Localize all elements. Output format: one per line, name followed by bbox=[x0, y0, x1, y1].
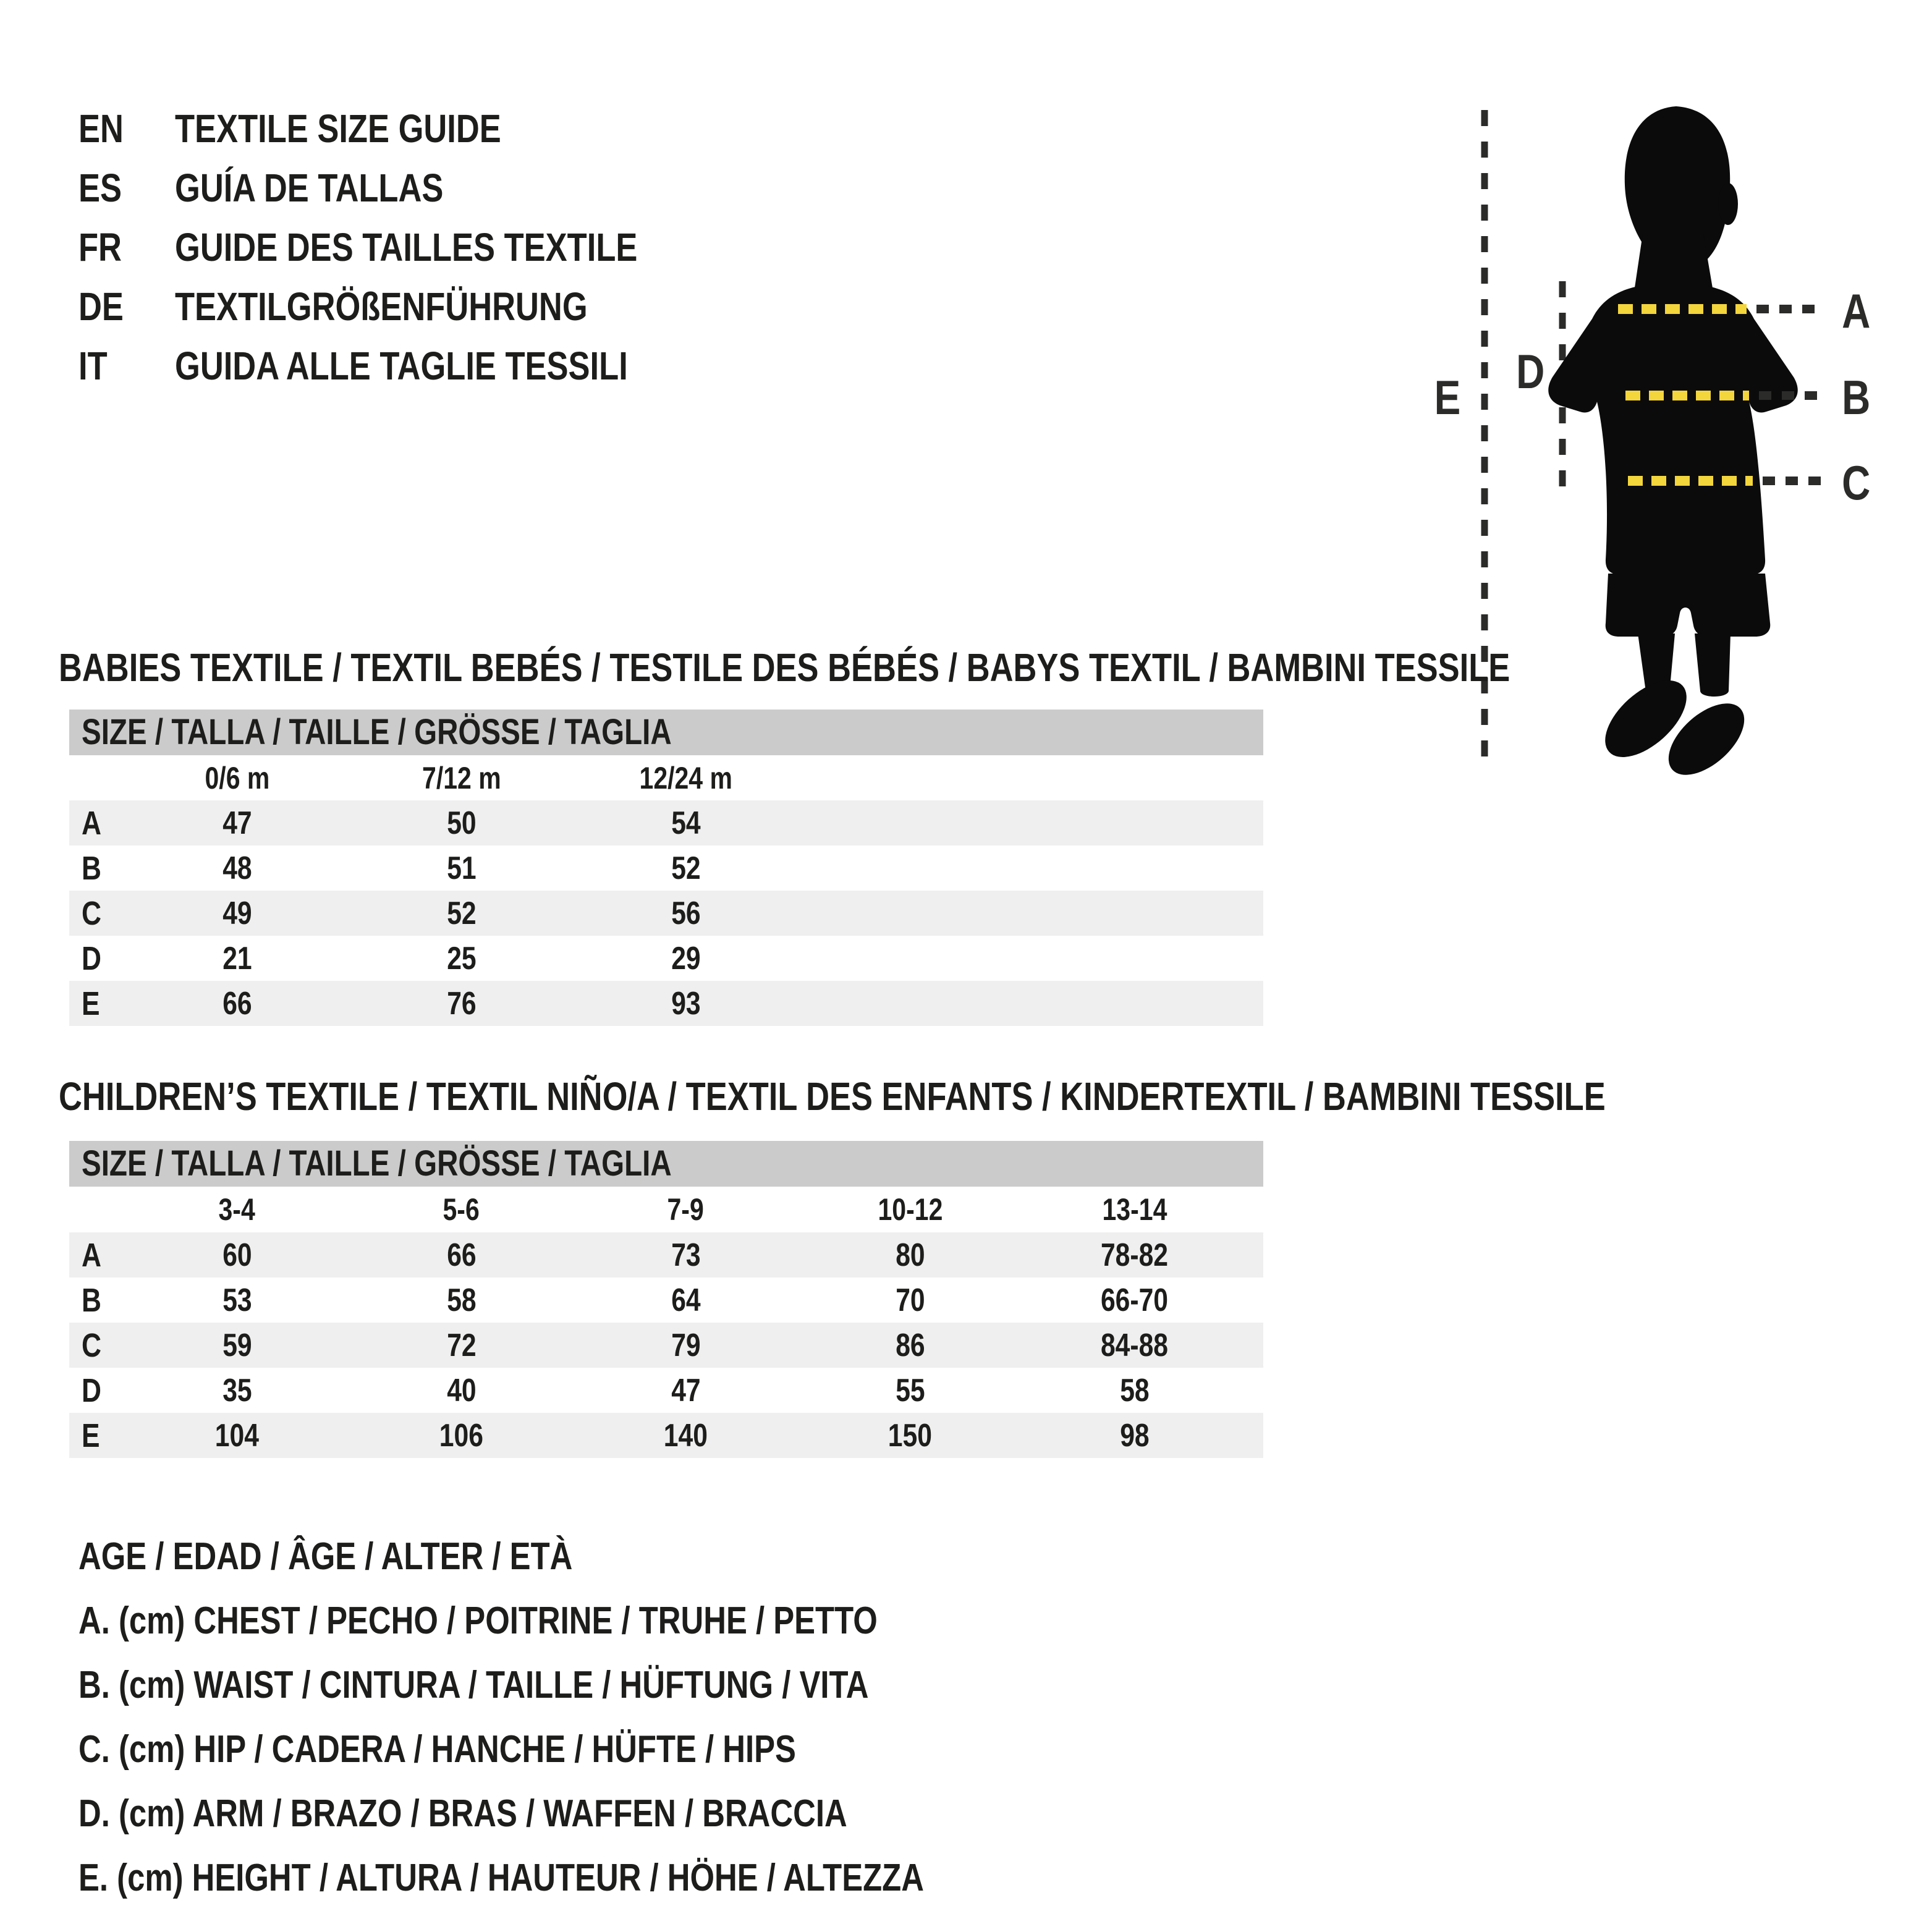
language-title: TEXTILGRÖßENFÜHRUNG bbox=[175, 284, 588, 329]
table-row: E 66 76 93 bbox=[69, 981, 1263, 1026]
table-cell: 52 bbox=[671, 850, 701, 886]
babies-size-header-bar: SIZE / TALLA / TAILLE / GRÖSSE / TAGLIA bbox=[69, 710, 1263, 755]
table-cell: 47 bbox=[222, 805, 252, 841]
table-cell: 58 bbox=[446, 1282, 477, 1318]
table-cell: 48 bbox=[222, 850, 252, 886]
table-cell: 72 bbox=[446, 1327, 477, 1363]
row-label: D bbox=[82, 939, 101, 977]
table-cell: 66 bbox=[222, 985, 252, 1022]
table-cell: 150 bbox=[888, 1417, 933, 1454]
row-label: A bbox=[82, 804, 101, 842]
column-header: 13-14 bbox=[1102, 1192, 1167, 1227]
table-cell: 84-88 bbox=[1100, 1327, 1169, 1363]
table-cell: 56 bbox=[671, 895, 701, 931]
column-header: 3-4 bbox=[218, 1192, 256, 1227]
table-cell: 66 bbox=[446, 1237, 477, 1273]
babies-column-header-row: 0/6 m 7/12 m 12/24 m bbox=[69, 755, 1263, 800]
language-title: GUIDE DES TAILLES TEXTILE bbox=[175, 225, 638, 269]
table-cell: 29 bbox=[671, 940, 701, 977]
table-cell: 76 bbox=[446, 985, 477, 1022]
table-cell: 66-70 bbox=[1100, 1282, 1169, 1318]
table-cell: 50 bbox=[446, 805, 477, 841]
column-header: 0/6 m bbox=[205, 760, 269, 795]
legend-chest-line: A. (cm) CHEST / PECHO / POITRINE / TRUHE… bbox=[78, 1599, 878, 1642]
table-cell: 47 bbox=[671, 1372, 701, 1409]
table-cell: 54 bbox=[671, 805, 701, 841]
language-title: TEXTILE SIZE GUIDE bbox=[175, 106, 501, 151]
legend-hip-line: C. (cm) HIP / CADERA / HANCHE / HÜFTE / … bbox=[78, 1728, 796, 1771]
row-label: E bbox=[82, 985, 100, 1022]
table-row: D 21 25 29 bbox=[69, 936, 1263, 981]
legend-waist-line: B. (cm) WAIST / CINTURA / TAILLE / HÜFTU… bbox=[78, 1664, 869, 1706]
table-cell: 64 bbox=[671, 1282, 701, 1318]
children-size-header-bar: SIZE / TALLA / TAILLE / GRÖSSE / TAGLIA bbox=[69, 1141, 1263, 1187]
table-cell: 55 bbox=[895, 1372, 925, 1409]
table-row: E 104 106 140 150 98 bbox=[69, 1413, 1263, 1458]
table-cell: 80 bbox=[895, 1237, 925, 1273]
babies-section-title: BABIES TEXTILE / TEXTIL BEBÉS / TESTILE … bbox=[59, 645, 1510, 690]
table-cell: 78-82 bbox=[1100, 1237, 1169, 1273]
column-header: 5-6 bbox=[443, 1192, 480, 1227]
table-cell: 59 bbox=[222, 1327, 252, 1363]
row-label: E bbox=[82, 1417, 100, 1454]
table-cell: 86 bbox=[895, 1327, 925, 1363]
chest-label: A bbox=[1842, 284, 1871, 338]
table-cell: 21 bbox=[222, 940, 252, 977]
child-silhouette-diagram bbox=[1481, 106, 1824, 775]
table-row: D 35 40 47 55 58 bbox=[69, 1368, 1263, 1413]
language-code: FR bbox=[78, 225, 122, 269]
table-cell: 53 bbox=[222, 1282, 252, 1318]
column-header: 12/24 m bbox=[639, 760, 732, 795]
column-header: 7/12 m bbox=[422, 760, 501, 795]
table-cell: 70 bbox=[895, 1282, 925, 1318]
children-column-header-row: 3-4 5-6 7-9 10-12 13-14 bbox=[69, 1187, 1263, 1232]
language-title: GUIDA ALLE TAGLIE TESSILI bbox=[175, 344, 628, 388]
column-header: 10-12 bbox=[878, 1192, 943, 1227]
table-row: B 53 58 64 70 66-70 bbox=[69, 1277, 1263, 1323]
table-cell: 140 bbox=[663, 1417, 708, 1454]
table-cell: 25 bbox=[446, 940, 477, 977]
table-cell: 73 bbox=[671, 1237, 701, 1273]
column-header: 7-9 bbox=[667, 1192, 705, 1227]
row-label: D bbox=[82, 1371, 101, 1409]
row-label: B bbox=[82, 1281, 101, 1319]
table-row: B 48 51 52 bbox=[69, 845, 1263, 891]
row-label: A bbox=[82, 1236, 101, 1274]
table-row: A 60 66 73 80 78-82 bbox=[69, 1232, 1263, 1277]
table-row: A 47 50 54 bbox=[69, 800, 1263, 845]
children-section-title: CHILDREN’S TEXTILE / TEXTIL NIÑO/A / TEX… bbox=[59, 1074, 1606, 1119]
hip-label: C bbox=[1842, 455, 1871, 510]
table-cell: 104 bbox=[214, 1417, 260, 1454]
child-silhouette bbox=[1548, 106, 1798, 775]
table-cell: 79 bbox=[671, 1327, 701, 1363]
language-code: EN bbox=[78, 106, 124, 151]
table-cell: 52 bbox=[446, 895, 477, 931]
language-title: GUÍA DE TALLAS bbox=[175, 166, 444, 210]
table-cell: 35 bbox=[222, 1372, 252, 1409]
table-cell: 106 bbox=[439, 1417, 484, 1454]
language-code: ES bbox=[78, 166, 122, 210]
table-row: C 59 72 79 86 84-88 bbox=[69, 1323, 1263, 1368]
table-cell: 40 bbox=[446, 1372, 477, 1409]
table-cell: 51 bbox=[446, 850, 477, 886]
table-cell: 49 bbox=[222, 895, 252, 931]
table-row: C 49 52 56 bbox=[69, 891, 1263, 936]
language-code: DE bbox=[78, 284, 124, 329]
table-cell: 60 bbox=[222, 1237, 252, 1273]
legend-height-line: E. (cm) HEIGHT / ALTURA / HAUTEUR / HÖHE… bbox=[78, 1857, 924, 1899]
table-cell: 58 bbox=[1119, 1372, 1150, 1409]
row-label: B bbox=[82, 849, 101, 887]
legend-arm-line: D. (cm) ARM / BRAZO / BRAS / WAFFEN / BR… bbox=[78, 1792, 847, 1835]
arm-label: D bbox=[1516, 344, 1545, 399]
table-cell: 93 bbox=[671, 985, 701, 1022]
waist-label: B bbox=[1842, 370, 1871, 425]
height-label: E bbox=[1434, 370, 1461, 425]
table-cell: 98 bbox=[1119, 1417, 1150, 1454]
language-code: IT bbox=[78, 344, 108, 388]
legend-age-line: AGE / EDAD / ÂGE / ALTER / ETÀ bbox=[78, 1535, 573, 1578]
row-label: C bbox=[82, 1326, 101, 1364]
row-label: C bbox=[82, 894, 101, 932]
